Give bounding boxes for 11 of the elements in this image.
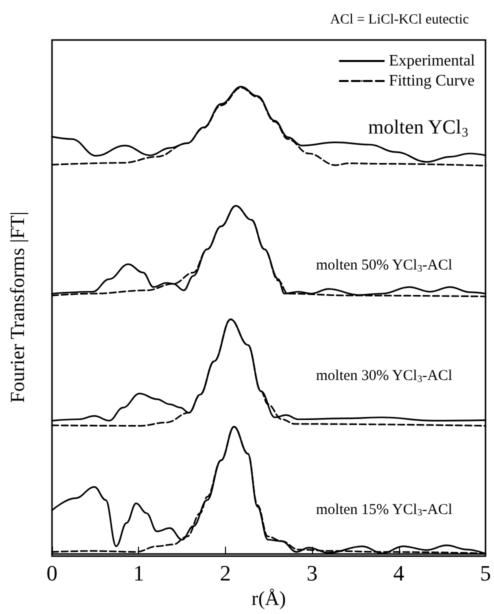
x-tick-label: 3 (306, 560, 318, 586)
x-tick-label: 0 (46, 560, 58, 586)
x-tick-label: 2 (220, 560, 231, 586)
y-axis-title: Fourier Transforms |FT| (7, 212, 29, 403)
x-tick-label: 5 (480, 560, 491, 586)
x-tick-label: 4 (393, 560, 404, 586)
legend-label: Experimental (388, 52, 476, 70)
x-tick-label: 1 (133, 560, 144, 586)
chart-title: ACl = LiCl-KCl eutectic (330, 12, 470, 28)
legend-label: Fitting Curve (388, 72, 475, 90)
x-axis-title: r(Å) (252, 588, 286, 610)
